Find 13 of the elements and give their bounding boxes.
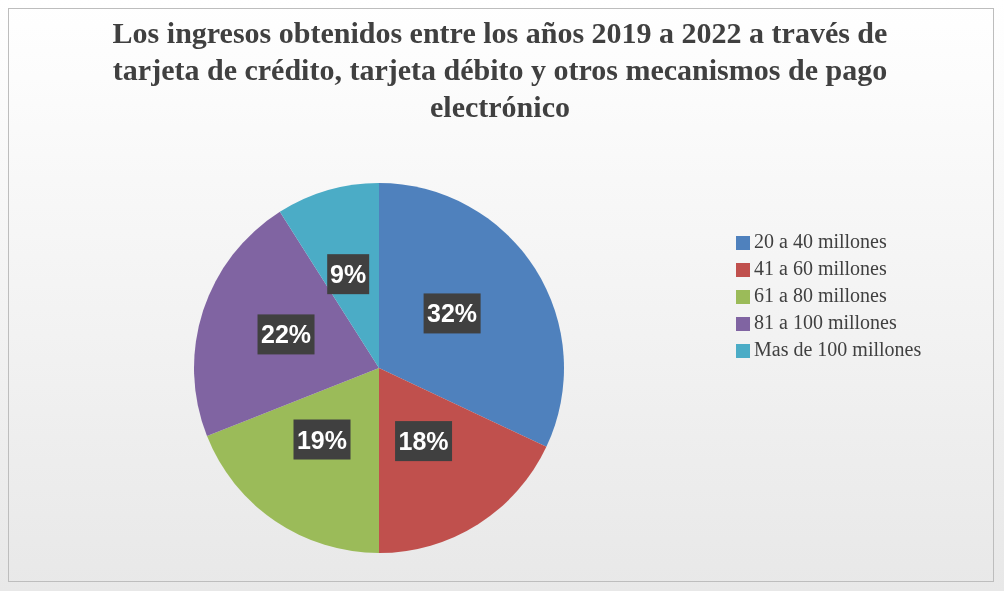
- data-label: 18%: [398, 427, 449, 456]
- chart-title: Los ingresos obtenidos entre los años 2019 a 2022 a través de tarjeta de crédito, tarjeta débito y otros mecanismos de pago electrónico: [111, 15, 889, 125]
- pie-slice: [379, 368, 547, 553]
- legend-label: 81 a 100 millones: [754, 311, 897, 333]
- legend-label: Mas de 100 millones: [754, 338, 922, 360]
- data-label: 32%: [427, 299, 478, 328]
- data-label: 19%: [296, 425, 348, 454]
- data-label: 9%: [330, 260, 367, 289]
- legend-label: 61 a 80 millones: [754, 284, 887, 306]
- pie-slice: [206, 368, 379, 553]
- data-label: 22%: [261, 320, 312, 349]
- legend-label: 41 a 60 millones: [754, 257, 887, 279]
- legend-label: 20 a 40 millones: [754, 230, 887, 252]
